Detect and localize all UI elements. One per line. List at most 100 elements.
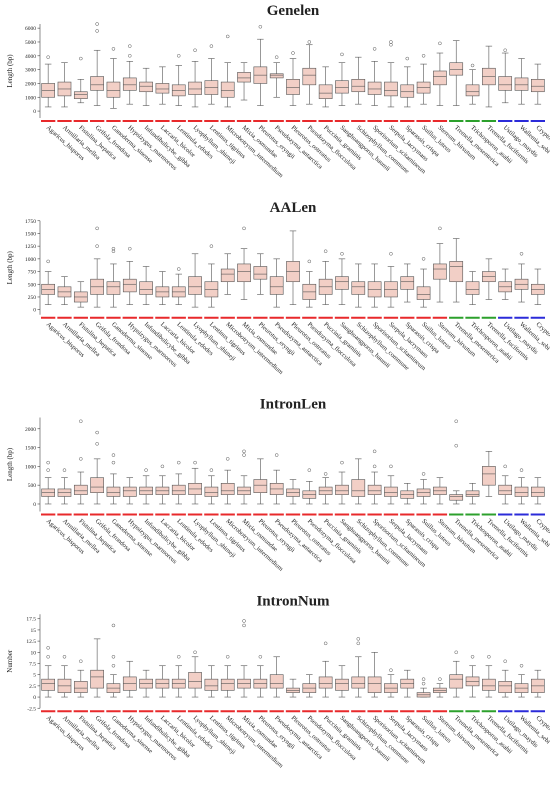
- outlier: [519, 663, 524, 668]
- outlier: [421, 677, 426, 681]
- group-bar: [416, 120, 431, 122]
- group-bar: [449, 316, 464, 319]
- outlier: [111, 655, 116, 659]
- group-bar: [530, 710, 545, 713]
- outlier: [225, 457, 230, 461]
- outlier: [291, 51, 295, 55]
- group-bar: [432, 710, 448, 713]
- y-tick-label: 15: [31, 628, 37, 634]
- group-bar: [57, 120, 72, 122]
- group-bar: [41, 120, 56, 122]
- outlier: [389, 252, 393, 256]
- box: [351, 676, 366, 689]
- group-bar: [138, 120, 154, 122]
- group-bar: [57, 513, 72, 516]
- group-bar: [253, 120, 268, 122]
- group-bar: [73, 316, 88, 319]
- box: [139, 81, 153, 93]
- y-tick-label: 5000: [25, 40, 36, 46]
- group-bar: [106, 316, 121, 319]
- group-bar: [220, 710, 235, 713]
- outlier: [258, 25, 263, 29]
- group-bar: [318, 710, 333, 713]
- group-bar: [514, 120, 529, 122]
- group-bar: [204, 513, 219, 516]
- group-bar: [416, 316, 431, 319]
- group-bar: [204, 710, 219, 713]
- box: [188, 672, 202, 689]
- group-bar: [204, 120, 219, 122]
- box: [433, 263, 447, 280]
- panel-title: AALen: [270, 200, 317, 216]
- group-bar: [383, 120, 399, 122]
- outlier: [487, 655, 491, 659]
- panel: Genelen Length (bp) 0 1000 2000 3000 4000 5000 6…: [6, 3, 550, 179]
- box: [106, 281, 121, 295]
- box: [90, 76, 104, 91]
- group-bar: [432, 513, 448, 516]
- group-bar: [73, 120, 88, 122]
- box: [253, 479, 268, 494]
- group-bar: [400, 120, 415, 122]
- group-bar: [498, 316, 513, 319]
- group-bar: [481, 710, 497, 713]
- y-axis-label: Length (bp): [6, 447, 14, 481]
- y-tick-label: 0: [33, 695, 36, 701]
- outlier: [62, 468, 67, 472]
- outlier: [209, 44, 214, 48]
- group-bar: [514, 513, 529, 516]
- outlier: [62, 655, 67, 659]
- box: [449, 494, 464, 501]
- box: [367, 81, 382, 95]
- group-bar: [187, 120, 203, 122]
- box: [302, 67, 317, 86]
- group-bar: [187, 710, 203, 713]
- outlier: [372, 464, 377, 469]
- box: [122, 278, 137, 293]
- outlier: [46, 468, 50, 472]
- box: [335, 484, 349, 495]
- outlier: [176, 655, 181, 659]
- group-bar: [530, 513, 545, 516]
- box: [171, 484, 186, 495]
- group-bar: [334, 120, 350, 122]
- outlier: [225, 655, 230, 659]
- box: [188, 276, 202, 295]
- outlier: [323, 249, 328, 253]
- y-tick-label: 500: [28, 483, 37, 489]
- box: [237, 72, 251, 83]
- group-bar: [351, 710, 366, 713]
- group-bar: [220, 513, 235, 516]
- group-bar: [57, 316, 72, 319]
- outlier: [454, 650, 458, 655]
- outlier: [503, 659, 507, 663]
- outlier: [193, 460, 197, 465]
- outlier: [356, 637, 361, 641]
- box: [220, 678, 235, 691]
- y-tick-label: 1000: [25, 257, 36, 263]
- outlier: [46, 55, 50, 59]
- y-tick-label: 1500: [25, 446, 36, 452]
- group-bar: [106, 710, 121, 713]
- outlier: [438, 677, 442, 681]
- y-tick-label: 7.5: [29, 661, 36, 667]
- y-axis-label: Length (bp): [6, 54, 14, 88]
- group-bar: [400, 710, 415, 713]
- box: [237, 263, 251, 283]
- outlier: [503, 48, 507, 53]
- group-bar: [285, 316, 301, 319]
- outlier: [438, 41, 442, 46]
- group-bar: [138, 513, 154, 516]
- group-bar: [41, 710, 56, 713]
- outlier: [389, 464, 393, 469]
- box: [90, 477, 104, 494]
- box: [318, 676, 333, 689]
- outlier: [274, 55, 279, 59]
- outlier: [111, 47, 116, 51]
- outlier: [225, 34, 230, 39]
- outlier: [128, 246, 132, 251]
- group-bar: [236, 710, 252, 713]
- box: [531, 486, 545, 497]
- group-bar: [41, 513, 56, 516]
- box: [400, 276, 415, 290]
